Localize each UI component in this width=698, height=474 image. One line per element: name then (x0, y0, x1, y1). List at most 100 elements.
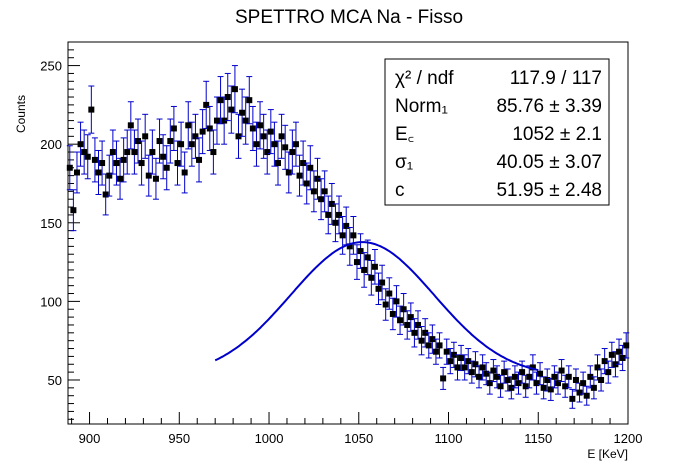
data-point (605, 360, 612, 384)
data-point (228, 85, 235, 134)
data-point (70, 189, 77, 232)
data-point (393, 285, 400, 318)
data-point (511, 365, 518, 389)
data-point (99, 140, 106, 186)
stats-label-ec: E꜀ (395, 124, 414, 145)
data-point (271, 121, 278, 167)
data-point (282, 124, 289, 170)
y-axis: 50 100 150 200 250 (40, 41, 80, 420)
data-point (386, 277, 393, 310)
data-point (163, 145, 170, 191)
data-point (375, 272, 382, 306)
x-axis: 900 950 1000 1050 1100 1150 1200 (71, 412, 642, 446)
data-point (529, 354, 536, 381)
data-point (257, 101, 264, 150)
data-point (325, 195, 332, 235)
data-point (332, 203, 339, 243)
stats-value-sigma: 40.05 ± 3.07 (496, 152, 602, 173)
data-point (253, 121, 260, 167)
y-tick-label: 100 (40, 294, 62, 309)
data-point (486, 371, 493, 395)
data-point (328, 182, 335, 225)
data-point (135, 118, 141, 164)
x-tick-label: 1050 (344, 431, 373, 446)
data-point (501, 360, 508, 384)
data-point (95, 149, 102, 195)
data-point (447, 348, 454, 375)
data-point (81, 129, 88, 175)
data-point (292, 121, 299, 167)
data-point (231, 65, 238, 114)
data-point (443, 338, 450, 365)
data-point (91, 137, 98, 183)
data-point (436, 332, 443, 359)
stats-label-sigma: σ₁ (395, 152, 413, 173)
data-point (425, 332, 432, 359)
data-point (590, 376, 597, 400)
data-point (275, 140, 281, 186)
data-point (156, 118, 163, 164)
data-point (504, 368, 511, 392)
y-tick-label: 200 (40, 137, 62, 152)
data-point (142, 113, 149, 159)
data-point (461, 354, 468, 381)
data-point (109, 129, 116, 175)
data-point (623, 332, 630, 359)
x-tick-label: 900 (79, 431, 101, 446)
data-point (555, 371, 561, 395)
stats-label-norm: Norm₁ (395, 96, 448, 117)
x-tick-label: 1150 (524, 431, 552, 446)
data-point (361, 252, 368, 288)
data-point (178, 121, 185, 167)
data-point (181, 151, 188, 194)
data-point (598, 368, 605, 392)
data-point (468, 360, 475, 384)
data-point (88, 85, 95, 134)
data-point (224, 72, 231, 122)
data-point (432, 338, 439, 365)
data-point (458, 344, 465, 372)
data-point (418, 326, 425, 356)
data-point (131, 129, 138, 175)
data-point (364, 239, 371, 276)
data-point (601, 348, 608, 375)
stats-value-c: 51.95 ± 2.48 (496, 180, 602, 201)
stats-value-chi2: 117.9 / 117 (510, 68, 602, 89)
data-point (278, 113, 285, 159)
data-point (537, 362, 544, 386)
data-point (170, 105, 177, 151)
data-point (479, 354, 486, 381)
data-point (77, 121, 84, 167)
data-point (310, 170, 317, 213)
data-point (267, 109, 274, 155)
data-point (296, 154, 303, 197)
data-point (411, 318, 418, 348)
data-point (199, 109, 206, 155)
data-point (289, 129, 296, 175)
data-point (260, 113, 267, 159)
data-point (353, 244, 360, 280)
data-point (113, 140, 120, 186)
x-axis-title: E [KeV] (587, 447, 628, 461)
y-tick-label: 150 (40, 216, 62, 231)
fit-stats-box: χ² / ndf 117.9 / 117 Norm₁ 85.76 ± 3.39 … (384, 58, 610, 206)
data-point (558, 359, 565, 383)
plot-area (67, 41, 629, 425)
data-point (565, 365, 572, 389)
stats-box-frame (384, 58, 610, 206)
data-point (185, 101, 192, 150)
data-point (321, 170, 328, 213)
data-point (318, 178, 325, 221)
data-point (106, 154, 113, 197)
data-point (138, 140, 145, 186)
x-tick-label: 1100 (435, 431, 463, 446)
data-points (66, 65, 630, 409)
data-point (167, 118, 174, 164)
data-point (540, 376, 547, 400)
plot-frame (67, 41, 629, 425)
data-point (124, 129, 131, 175)
x-tick-label: 1000 (255, 431, 284, 446)
data-point (213, 96, 220, 145)
data-point (616, 338, 623, 365)
data-point (160, 134, 167, 180)
